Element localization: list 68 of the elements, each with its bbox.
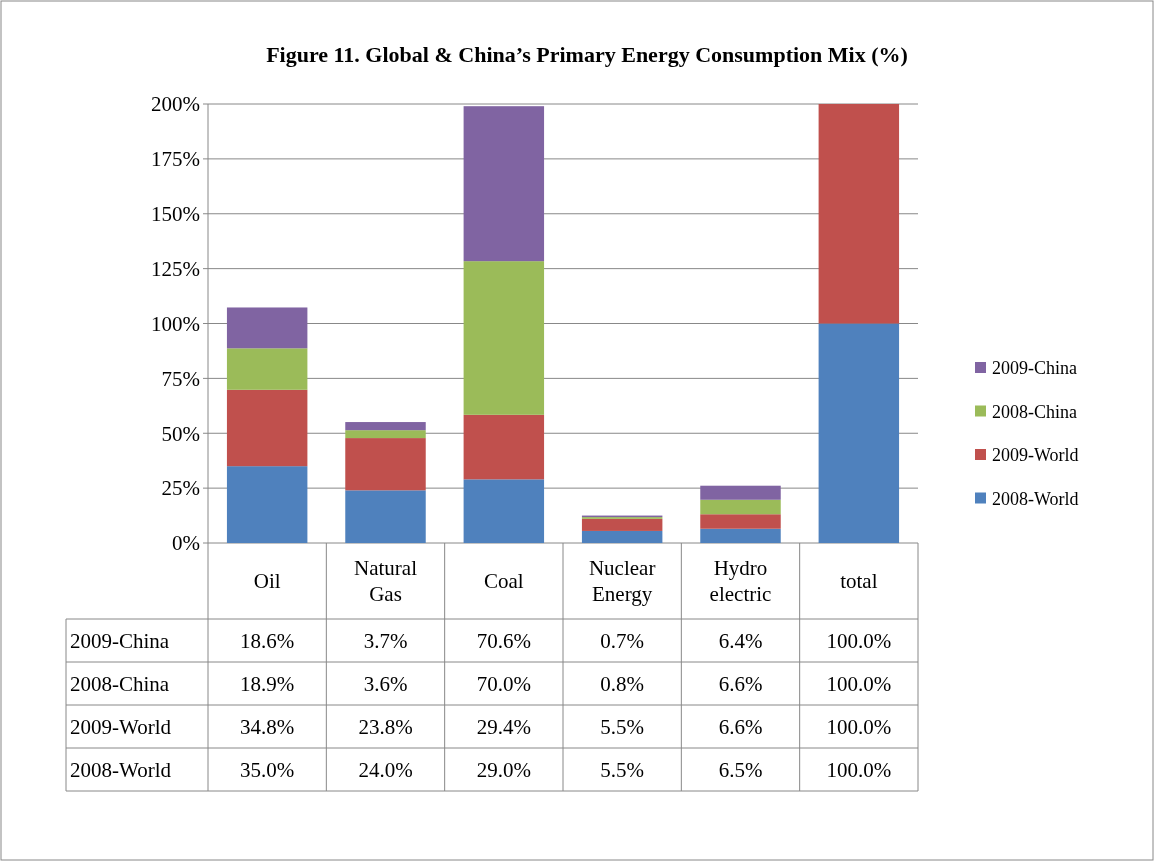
- x-tick-label: total: [840, 569, 878, 594]
- data-label: 100.0%: [826, 714, 892, 739]
- data-label: 70.6%: [476, 628, 531, 653]
- data-label: 3.7%: [363, 628, 408, 653]
- y-tick-label: 75%: [161, 366, 200, 391]
- y-tick-label: 50%: [161, 421, 200, 446]
- x-tick-label: Oil: [253, 569, 281, 594]
- legend-label: 2009-World: [992, 445, 1079, 466]
- legend-label: 2009-China: [992, 358, 1077, 379]
- text: 100.0%: [826, 671, 892, 696]
- text: 2008-China: [70, 671, 170, 696]
- data-label: 6.5%: [718, 757, 763, 782]
- bar: [818, 104, 900, 324]
- legend-label: 2008-World: [992, 488, 1079, 509]
- text: 2009-China: [70, 628, 170, 653]
- bar: [226, 307, 308, 349]
- x-tick-label: Hydro electric: [709, 556, 772, 607]
- bar: [463, 479, 545, 543]
- data-label: 29.4%: [476, 714, 531, 739]
- bar: [226, 389, 308, 467]
- y-tick-label: 0%: [172, 531, 200, 556]
- data-label: 34.8%: [240, 714, 295, 739]
- y-tick-label: 125%: [151, 256, 200, 281]
- bar: [345, 430, 426, 439]
- chart-title: Figure 11. Global & China’s Primary Energy Consumption Mix (%): [266, 42, 908, 67]
- data-label: 100.0%: [826, 757, 892, 782]
- bar: [345, 422, 426, 431]
- bar: [463, 261, 545, 415]
- x-tick-label: Coal: [484, 569, 524, 594]
- data-label: 70.0%: [476, 671, 531, 696]
- bar: [463, 106, 545, 262]
- bar: [700, 499, 781, 515]
- data-label: 24.0%: [358, 757, 413, 782]
- x-tick-label: Natural Gas: [354, 556, 418, 607]
- x-tick-label: Nuclear Energy: [588, 556, 656, 607]
- bar: [463, 414, 545, 480]
- text: 100.0%: [826, 628, 892, 653]
- data-label: 23.8%: [358, 714, 413, 739]
- legend-label: 2008-China: [992, 401, 1077, 422]
- data-label: 35.0%: [240, 757, 295, 782]
- data-label: 5.5%: [600, 714, 645, 739]
- y-tick-label: 150%: [151, 202, 200, 227]
- data-label: 5.5%: [600, 757, 645, 782]
- bar: [581, 530, 663, 543]
- text: 2009-World: [70, 714, 171, 739]
- bar: [226, 348, 308, 390]
- data-label: 6.6%: [718, 714, 763, 739]
- data-label: 0.8%: [600, 671, 645, 696]
- bar: [581, 518, 663, 531]
- data-label: 6.6%: [718, 671, 763, 696]
- data-label: 3.6%: [363, 671, 408, 696]
- y-tick-label: 100%: [151, 311, 200, 336]
- y-tick-label: 200%: [151, 92, 200, 117]
- data-label: 18.6%: [240, 628, 295, 653]
- bar: [700, 485, 781, 500]
- y-tick-label: 25%: [161, 476, 200, 501]
- bar: [818, 323, 900, 543]
- bar: [700, 528, 781, 543]
- data-label: 29.0%: [476, 757, 531, 782]
- data-label: 0.7%: [600, 628, 645, 653]
- bar: [345, 438, 426, 491]
- y-tick-label: 175%: [151, 147, 200, 172]
- bar: [345, 490, 426, 543]
- bar: [226, 466, 308, 543]
- data-label: 6.4%: [718, 628, 763, 653]
- bar: [700, 514, 781, 529]
- data-label: 18.9%: [240, 671, 295, 696]
- text: 2008-World: [70, 757, 171, 782]
